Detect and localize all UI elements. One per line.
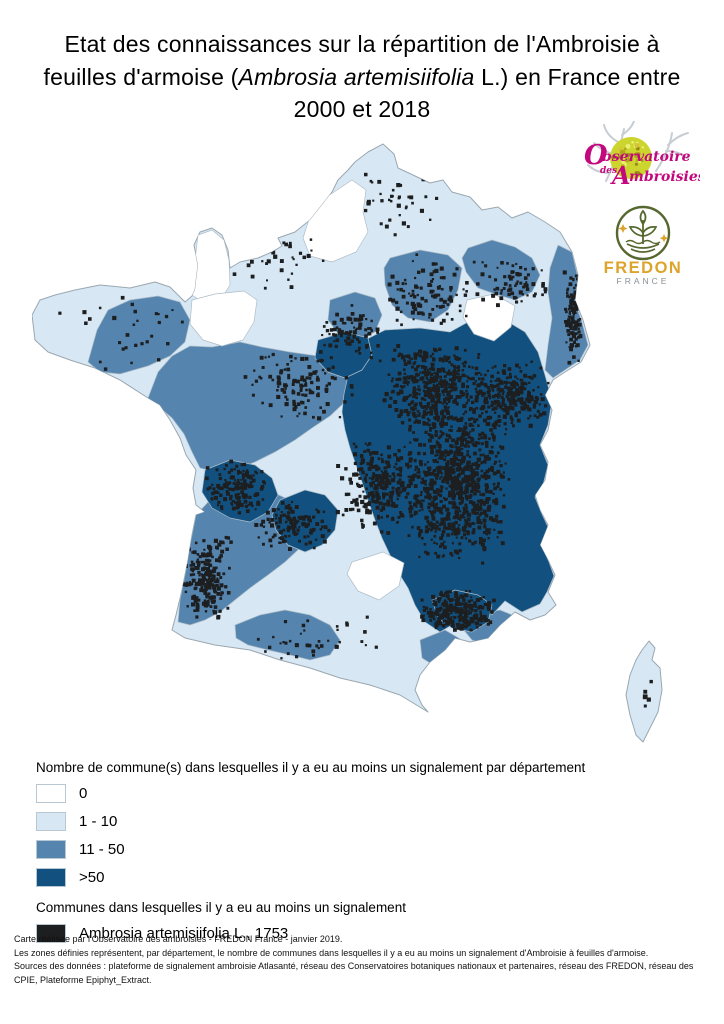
legend-label-species: Ambrosia artemisiifolia L., 1753 bbox=[79, 925, 289, 942]
legend-item-over-50: >50 bbox=[36, 868, 716, 887]
obs-initial-A: A bbox=[610, 161, 631, 190]
credit-line-2: Les zones définies représentent, par dép… bbox=[14, 947, 649, 958]
map-region-gascogne bbox=[234, 609, 341, 661]
observatoire-logo-text: O bservatoire des A mbroisies bbox=[584, 140, 700, 190]
fredon-wordmark: FREDON bbox=[604, 259, 683, 277]
pollen-ball-texture bbox=[611, 140, 650, 176]
legend-communes-title: Communes dans lesquelles il y a eu au mo… bbox=[36, 900, 406, 915]
obs-word-observatoire: bservatoire bbox=[602, 149, 691, 165]
credit-line-1: Carte réalisée par l'Observatoire des am… bbox=[14, 934, 343, 944]
legend-item-species: Ambrosia artemisiifolia L., 1753 bbox=[36, 924, 716, 943]
map-region-aveyron-lozere bbox=[346, 551, 405, 601]
map-credits: Carte réalisée par l'Observatoire des am… bbox=[14, 933, 716, 987]
map-legend: Nombre de commune(s) dans lesquelles il … bbox=[36, 760, 716, 952]
legend-label-1-10: 1 - 10 bbox=[79, 813, 118, 830]
swatch-0-communes bbox=[36, 784, 66, 803]
swatch-1-10-communes bbox=[36, 812, 66, 831]
swatch-species-communes bbox=[36, 924, 66, 943]
obs-word-des: des bbox=[600, 166, 617, 176]
commune-signalement-dots bbox=[58, 169, 653, 708]
title-text-1: Etat des connaissances sur la répartitio… bbox=[43, 31, 660, 90]
legend-item-0: 0 bbox=[36, 784, 716, 803]
star-right-icon bbox=[659, 234, 669, 243]
legend-label-0: 0 bbox=[79, 785, 88, 802]
fredon-country: FRANCE bbox=[617, 276, 670, 286]
title-species-italic: Ambrosia artemisiifolia bbox=[238, 63, 475, 90]
legend-departments-title: Nombre de commune(s) dans lesquelles il … bbox=[36, 760, 586, 775]
swatch-11-50-communes bbox=[36, 840, 66, 859]
legend-item-11-50: 11 - 50 bbox=[36, 840, 716, 859]
swatch-over-50-communes bbox=[36, 868, 66, 887]
map-region-lorraine bbox=[461, 239, 541, 301]
fredon-france-logo: FREDON FRANCE bbox=[604, 205, 683, 286]
legend-label-over-50: >50 bbox=[79, 869, 105, 886]
fredon-plant-icon bbox=[615, 205, 671, 261]
observatoire-ambroisies-logo: O bservatoire des A mbroisies bbox=[584, 121, 700, 190]
credit-line-3: Sources des données : plateforme de sign… bbox=[14, 961, 694, 985]
map-region-mayenne bbox=[189, 290, 258, 347]
obs-initial-O: O bbox=[584, 140, 608, 171]
legend-label-11-50: 11 - 50 bbox=[79, 841, 125, 858]
map-region-haute-marne bbox=[462, 293, 516, 342]
map-container bbox=[31, 135, 692, 755]
legend-item-1-10: 1 - 10 bbox=[36, 812, 716, 831]
title-text-2: L.) en France entre 2000 et 2018 bbox=[293, 63, 681, 123]
obs-word-ambroisies: mbroisies bbox=[629, 169, 700, 185]
france-choropleth-map bbox=[31, 143, 663, 743]
page-title: Etat des connaissances sur la répartitio… bbox=[28, 28, 696, 126]
star-left-icon bbox=[618, 224, 628, 233]
